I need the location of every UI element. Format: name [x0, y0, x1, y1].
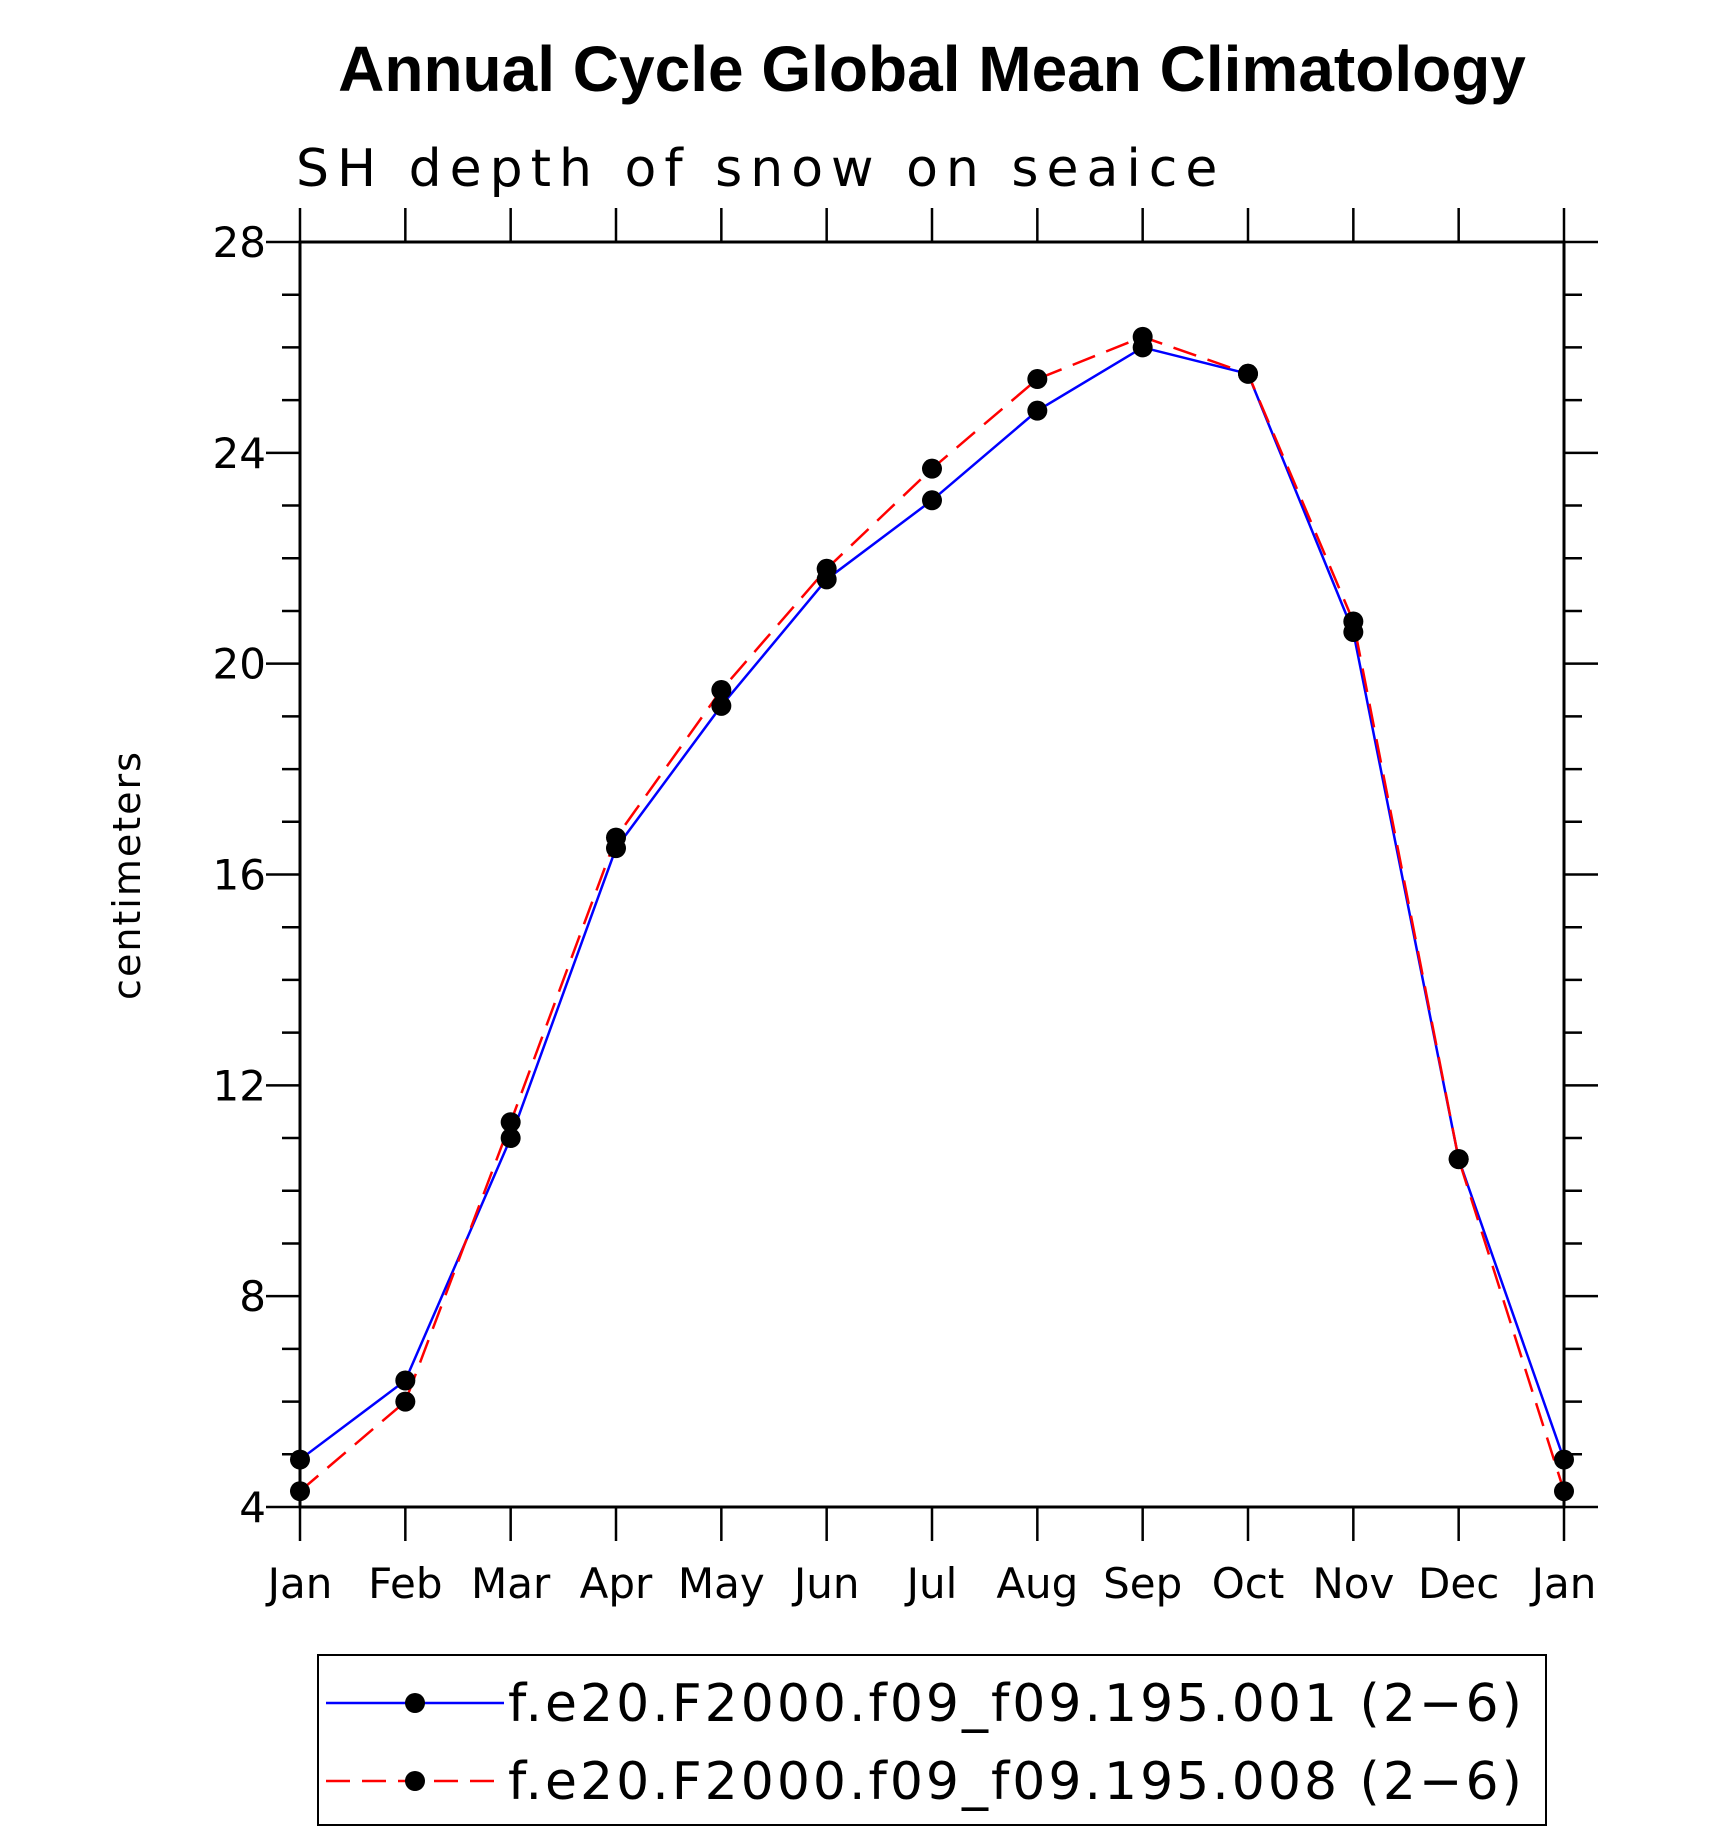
data-point-series-1	[922, 490, 942, 511]
data-point-series-2	[290, 1481, 310, 1502]
x-tick-label: Oct	[1212, 1559, 1285, 1608]
legend-label-1: f.e20.F2000.f09_f09.195.001 (2−6)	[508, 1674, 1525, 1734]
data-point-series-2	[816, 558, 837, 579]
x-tick-label: Jan	[1529, 1559, 1597, 1608]
legend-label-2: f.e20.F2000.f09_f09.195.008 (2−6)	[508, 1752, 1525, 1812]
x-tick-label: Dec	[1418, 1559, 1499, 1608]
x-tick-label: Jul	[904, 1559, 958, 1608]
x-tick-label: Nov	[1312, 1559, 1394, 1608]
data-point-series-2	[500, 1112, 521, 1133]
x-tick-label: May	[678, 1559, 765, 1608]
x-tick-label: Feb	[368, 1559, 442, 1608]
data-point-series-2	[1554, 1481, 1574, 1502]
data-point-series-2	[1238, 363, 1258, 384]
y-tick-label: 16	[213, 851, 266, 900]
chart-subtitle: SH depth of snow on seaice	[296, 139, 1225, 199]
plot-frame	[298, 240, 1566, 1509]
x-tick-label: Aug	[996, 1559, 1078, 1608]
legend: f.e20.F2000.f09_f09.195.001 (2−6) f.e20.F…	[317, 1654, 1547, 1826]
y-tick-label: 4	[239, 1483, 266, 1532]
x-tick-label: Sep	[1103, 1559, 1182, 1608]
data-point-series-2	[1027, 369, 1048, 390]
data-point-series-1	[395, 1370, 416, 1391]
data-point-series-1	[1027, 400, 1048, 421]
y-axis-label: centimeters	[105, 750, 149, 1000]
data-point-series-2	[1448, 1149, 1469, 1170]
y-tick-label: 24	[213, 429, 266, 478]
data-point-series-2	[1132, 326, 1153, 347]
y-tick-label: 8	[239, 1272, 266, 1321]
y-tick-label: 28	[213, 218, 266, 267]
data-point-series-1	[711, 695, 732, 716]
chart-title: Annual Cycle Global Mean Climatology	[338, 33, 1526, 105]
data-point-series-2	[395, 1391, 416, 1412]
x-tick-label: Mar	[471, 1559, 551, 1608]
x-tick-label: Jan	[265, 1559, 333, 1608]
data-point-series-2	[711, 680, 732, 701]
data-point-series-1	[290, 1449, 310, 1470]
series-line-1	[299, 346, 1566, 1461]
plot-area: 4 8 12 16 20 24 28 Jan Feb Mar Apr May Jun Jul Aug Sep O…	[213, 208, 1598, 1608]
legend-marker-2	[405, 1771, 425, 1791]
data-point-series-1	[500, 1128, 521, 1149]
data-point-series-1	[1554, 1449, 1574, 1470]
legend-box	[317, 1654, 1547, 1826]
y-tick-label: 12	[213, 1061, 266, 1110]
x-tick-label: Jun	[791, 1559, 860, 1608]
data-point-series-2	[1343, 611, 1364, 632]
legend-marker-1	[405, 1693, 425, 1713]
y-tick-label: 20	[213, 640, 266, 689]
data-point-series-2	[606, 827, 626, 848]
data-point-series-2	[922, 458, 942, 479]
x-tick-label: Apr	[580, 1559, 653, 1608]
